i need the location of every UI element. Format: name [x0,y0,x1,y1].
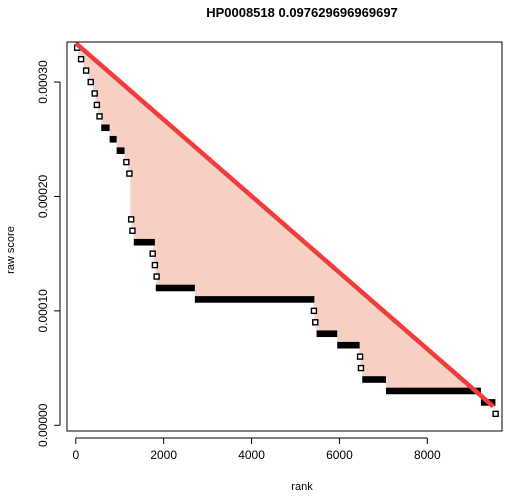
data-point [93,101,101,109]
data-point [356,353,364,360]
data-point [357,364,365,372]
data-point [91,90,98,97]
data-point-run [109,135,117,143]
data-point [153,273,160,280]
data-point-run [386,387,481,395]
data-point [77,55,85,63]
y-axis-label: raw score [5,226,17,274]
data-point [82,67,90,74]
y-tick-label: 0.00030 [36,60,50,104]
plot-frame [66,41,503,432]
y-tick-label: 0.00000 [36,403,50,447]
reference-line [74,41,495,409]
data-point [151,261,159,269]
data-point-run [116,147,125,154]
data-point [129,227,136,234]
data-point [127,216,135,223]
data-point-run [194,296,315,303]
y-axis: 0.00000 0.00010 0.00020 0.00030 [36,60,61,447]
x-tick-label: 6000 [326,448,353,462]
data-points [73,44,499,418]
data-point [310,307,318,315]
x-tick-label: 0 [72,448,79,462]
data-point [87,78,94,86]
x-axis-label: rank [291,481,313,493]
data-point [492,410,499,418]
plot-area [73,41,499,418]
data-point [312,319,319,326]
data-point [123,158,130,166]
x-tick-label: 2000 [150,448,177,462]
x-tick-label: 8000 [414,448,441,462]
chart-title: HP0008518 0.097629696969697 [206,5,398,20]
data-point-run [155,284,195,292]
data-point-run [316,330,338,338]
data-point [149,250,156,257]
y-tick-label: 0.00010 [36,289,50,333]
x-axis: 0 2000 4000 6000 8000 [72,437,441,462]
data-point-run [337,341,360,349]
data-point-run [133,238,155,246]
data-point [126,170,133,177]
data-point-run [362,376,386,383]
y-tick-label: 0.00020 [36,174,50,218]
data-point-run [101,124,110,132]
x-tick-label: 4000 [238,448,265,462]
data-point [96,113,103,120]
